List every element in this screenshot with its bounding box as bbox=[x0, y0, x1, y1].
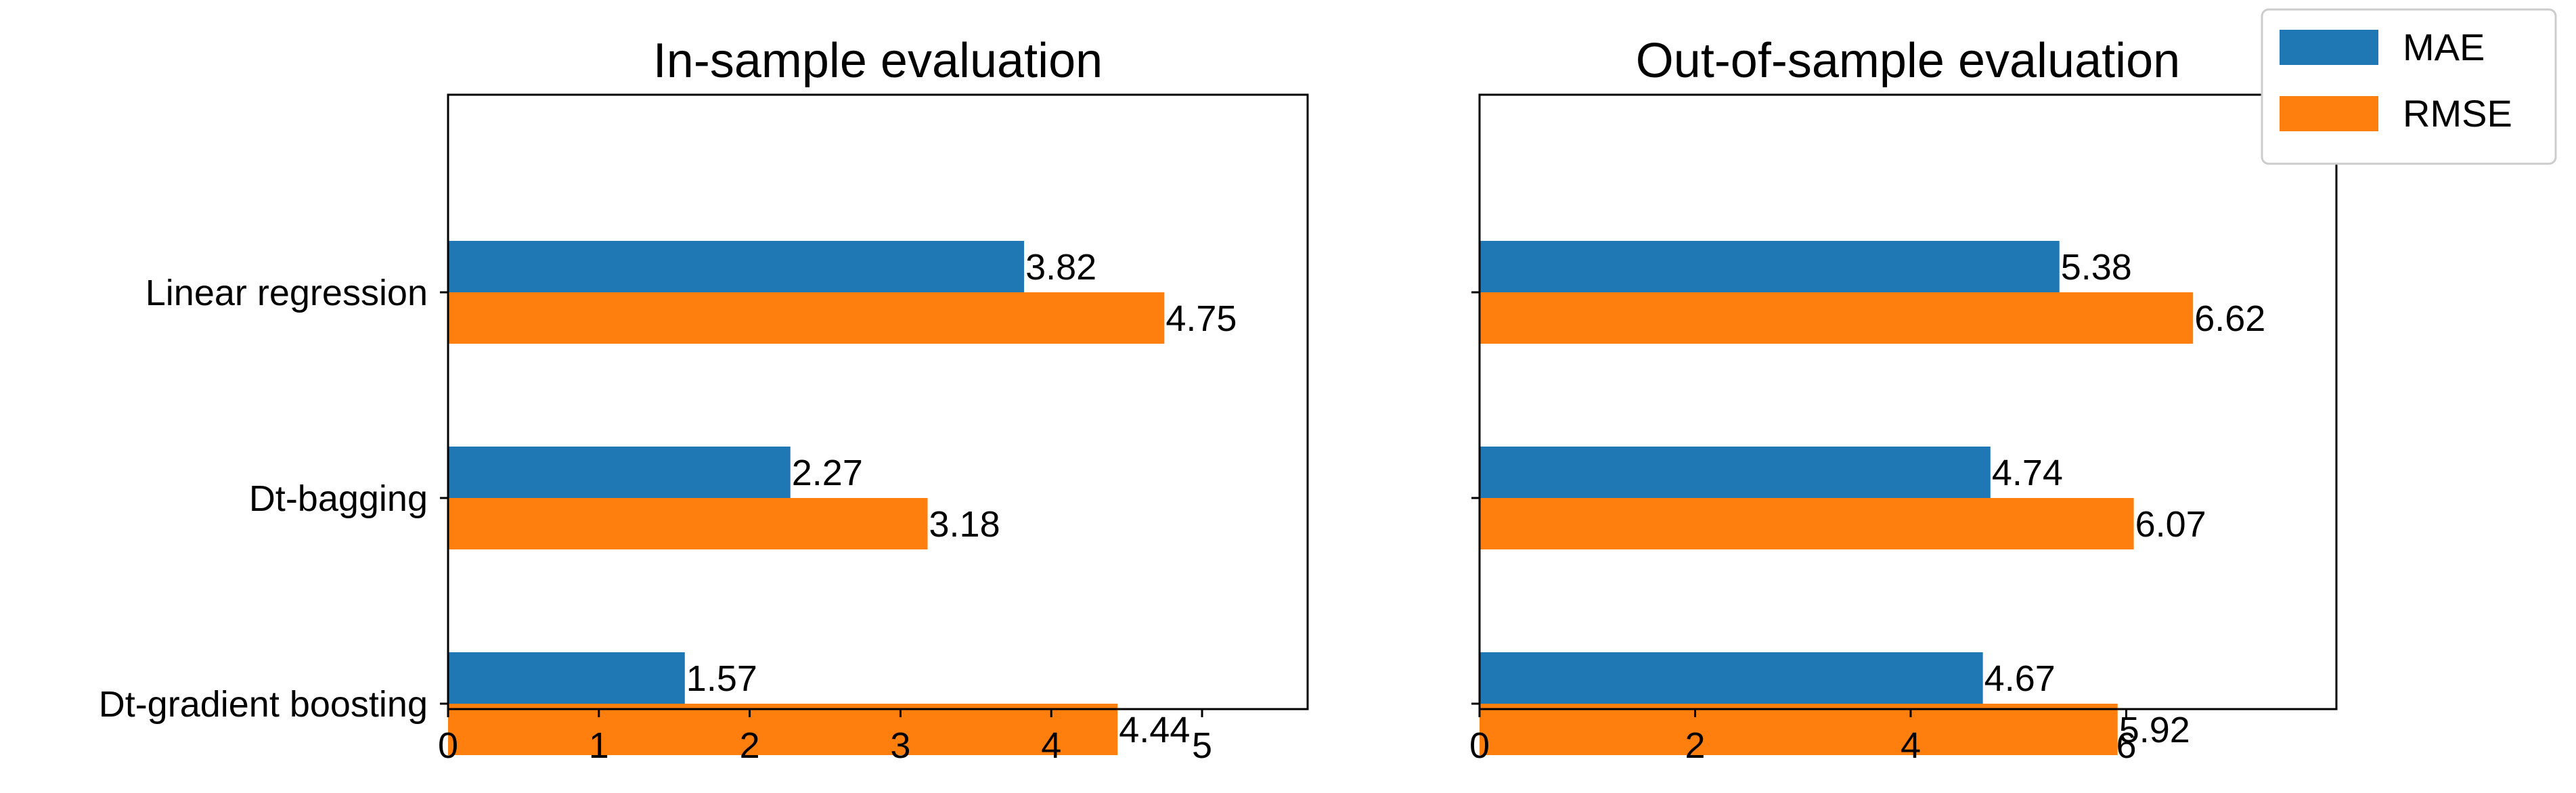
data-label: 3.82 bbox=[1025, 247, 1096, 288]
x-tick-label: 4 bbox=[1901, 725, 1921, 766]
axes-frame bbox=[447, 93, 1309, 710]
data-label: 5.92 bbox=[2119, 710, 2190, 750]
bar-mae-1 bbox=[1480, 241, 2060, 292]
bar-rmse-2 bbox=[448, 498, 928, 549]
category-label: Dt-gradient boosting bbox=[99, 684, 428, 725]
data-label: 3.18 bbox=[929, 504, 1000, 545]
category-label: Linear regression bbox=[146, 273, 428, 313]
data-label: 4.67 bbox=[1984, 658, 2056, 699]
data-label: 5.38 bbox=[2061, 247, 2132, 288]
bar-rmse-1 bbox=[448, 292, 1165, 344]
x-tick-label: 3 bbox=[890, 725, 910, 766]
data-label: 6.62 bbox=[2194, 298, 2265, 339]
bar-rmse-3 bbox=[448, 704, 1118, 755]
data-label: 1.57 bbox=[686, 658, 757, 699]
x-tick-label: 0 bbox=[1469, 725, 1490, 766]
x-tick-label: 0 bbox=[438, 725, 458, 766]
data-label: 6.07 bbox=[2135, 504, 2206, 545]
bar-mae-2 bbox=[448, 447, 791, 498]
bar-mae-3 bbox=[1480, 652, 1983, 704]
legend-label-mae: MAE bbox=[2403, 26, 2485, 68]
x-tick-label: 1 bbox=[589, 725, 609, 766]
bar-mae-2 bbox=[1480, 447, 1991, 498]
data-label: 4.74 bbox=[1992, 453, 2063, 493]
legend-swatch-mae bbox=[2280, 30, 2378, 65]
x-tick-label: 2 bbox=[740, 725, 760, 766]
bar-mae-3 bbox=[448, 652, 685, 704]
data-label: 4.44 bbox=[1119, 710, 1190, 750]
legend-label-rmse: RMSE bbox=[2403, 92, 2512, 135]
x-tick-label: 2 bbox=[1685, 725, 1705, 766]
out-of-sample-chart: Out-of-sample evaluation 5.38 6.62 4.74 6.07… bbox=[1469, 34, 2338, 766]
x-tick-label: 5 bbox=[1192, 725, 1212, 766]
axes-frame bbox=[1478, 93, 2338, 710]
bar-rmse-2 bbox=[1480, 498, 2134, 549]
in-sample-chart: In-sample evaluation 3.82 4.75 Linear regre… bbox=[99, 34, 1309, 766]
bar-mae-1 bbox=[448, 241, 1025, 292]
data-label: 4.75 bbox=[1165, 298, 1237, 339]
category-label: Dt-bagging bbox=[249, 478, 428, 519]
legend-swatch-rmse bbox=[2280, 96, 2378, 131]
chart-title: In-sample evaluation bbox=[653, 34, 1103, 88]
x-tick-label: 6 bbox=[2116, 725, 2136, 766]
chart-title: Out-of-sample evaluation bbox=[1636, 34, 2180, 88]
data-label: 2.27 bbox=[792, 453, 863, 493]
bar-rmse-1 bbox=[1480, 292, 2194, 344]
legend: MAE RMSE bbox=[2261, 8, 2557, 165]
bar-rmse-3 bbox=[1480, 704, 2118, 755]
x-tick-label: 4 bbox=[1041, 725, 1061, 766]
